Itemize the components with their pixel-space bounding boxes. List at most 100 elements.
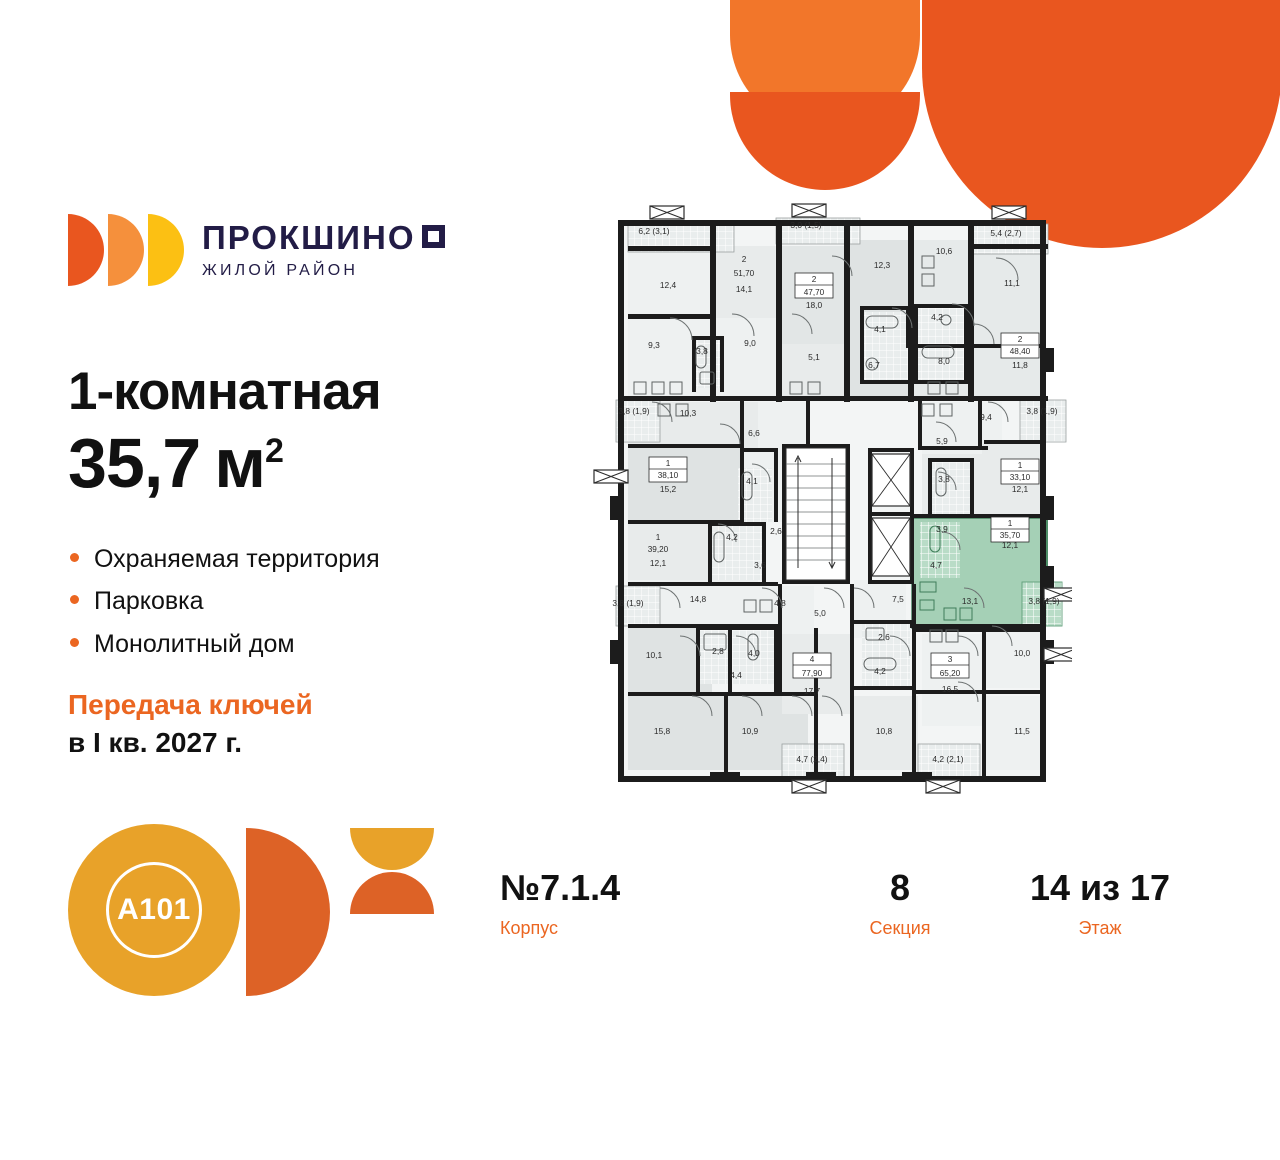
room-area-label: 4,4 bbox=[730, 670, 742, 680]
room-area-label: 13,1 bbox=[962, 596, 979, 606]
selected-apartment-fixtures bbox=[919, 525, 973, 621]
selected-apartment-highlight[interactable] bbox=[911, 517, 1063, 629]
meta-section-label: Секция bbox=[869, 917, 931, 938]
room-area-label: 7,5 bbox=[892, 594, 904, 604]
meta-floor-value: 14 из 17 bbox=[1029, 867, 1171, 908]
apartment-badge-text: 47,70 bbox=[804, 288, 825, 297]
floorplan-svg[interactable]: 6,2 (3,1)3,0 (1,5)5,4 (2,7)12,4 14,1251,7… bbox=[592, 196, 1072, 806]
room-area-label: 4,0 bbox=[748, 648, 760, 658]
room-area-label: 18,0 bbox=[806, 300, 823, 310]
meta-korpus-label: Корпус bbox=[500, 917, 559, 938]
room-area-label: 16,5 bbox=[942, 684, 959, 694]
room-area-label: 2,6 bbox=[878, 632, 890, 642]
a101-ring-icon: A101 bbox=[106, 862, 202, 958]
apartment-badge-text: 1 bbox=[666, 459, 671, 468]
room-area-label: 10,3 bbox=[680, 408, 697, 418]
room-area-label: 4,1 bbox=[746, 476, 758, 486]
meta-section-value: 8 bbox=[889, 867, 911, 908]
building-meta: №7.1.4 Корпус 8 Секция 14 из 17 Этаж bbox=[500, 868, 1200, 939]
room-area-label: 8,0 bbox=[938, 356, 950, 366]
room-area-label: 4,2 bbox=[874, 666, 886, 676]
room-area-label: 4,2 bbox=[726, 532, 738, 542]
room-area-label: 10,8 bbox=[876, 726, 893, 736]
room-area-label: 5,0 bbox=[814, 608, 826, 618]
room-area-label: 14,8 bbox=[690, 594, 707, 604]
apartment-badge-text: 39,20 bbox=[648, 545, 669, 554]
room-area-label: 4,7 (2,4) bbox=[796, 754, 827, 764]
area-unit-exponent: 2 bbox=[265, 431, 284, 470]
room-area-label: 5,1 bbox=[808, 352, 820, 362]
room-area-label: 6,7 bbox=[868, 360, 880, 370]
apartment-badge-text: 33,10 bbox=[1010, 473, 1031, 482]
prokshino-logo: ПРОКШИНО ЖИЛОЙ РАЙОН bbox=[68, 214, 498, 286]
features-list: Охраняемая территория Парковка Монолитны… bbox=[68, 540, 498, 664]
room-area-label: 3,8 (1,9) bbox=[612, 598, 643, 608]
room-area-label: 15,2 bbox=[660, 484, 677, 494]
room-area-label: 17,7 bbox=[804, 686, 821, 696]
a101-logo: A101 bbox=[68, 824, 448, 1004]
floorplan-balconies bbox=[615, 217, 1067, 781]
room-area-label: 4,1 bbox=[874, 324, 886, 334]
room-area-label: 5,4 (2,7) bbox=[990, 228, 1021, 238]
floorplan-labels: 6,2 (3,1)3,0 (1,5)5,4 (2,7)12,4 14,1251,7… bbox=[612, 220, 1059, 764]
room-area-label: 12,3 bbox=[874, 260, 891, 270]
room-area-label: 3,8 bbox=[696, 346, 708, 356]
room-area-label: 5,9 bbox=[936, 436, 948, 446]
room-area-label: 11,5 bbox=[1014, 726, 1030, 736]
handover-block: Передача ключей в I кв. 2027 г. bbox=[68, 686, 498, 762]
room-area-label: 3,8 (1,9) bbox=[1028, 596, 1059, 606]
apartment-badge-text: 2 bbox=[742, 255, 747, 264]
apartment-badge-text: 48,40 bbox=[1010, 347, 1031, 356]
feature-item: Монолитный дом bbox=[68, 625, 498, 664]
room-area-label: 3,0 (1,5) bbox=[790, 220, 821, 230]
area-unit: м bbox=[214, 423, 266, 502]
floorplan[interactable]: 6,2 (3,1) 3,0 (1,5) 5,4 (2,7) 12,4 14,1 2 51,7… bbox=[592, 196, 1072, 806]
page-title: 1-комнатная bbox=[68, 362, 382, 421]
room-area-label: 9,4 bbox=[980, 412, 992, 422]
apartment-badge-text: 4 bbox=[810, 655, 815, 664]
apartment-badge-text: 2 bbox=[812, 275, 817, 284]
logo-text: ПРОКШИНО ЖИЛОЙ РАЙОН bbox=[202, 218, 446, 280]
room-area-label: 14,1 bbox=[736, 284, 753, 294]
room-area-label: 15,8 bbox=[654, 726, 671, 736]
room-area-label: 4,2 bbox=[931, 312, 943, 322]
logo-mark-light-orange-icon bbox=[108, 214, 144, 286]
room-area-label: 10,1 bbox=[646, 650, 663, 660]
logo-square-icon bbox=[422, 224, 446, 248]
meta-floor: 14 из 17 Этаж bbox=[1000, 868, 1200, 939]
area-value: 35,7 bbox=[68, 423, 201, 502]
apartment-badge-text: 3 bbox=[948, 655, 953, 664]
apartment-badge-text: 51,70 bbox=[734, 269, 755, 278]
meta-floor-label: Этаж bbox=[1078, 917, 1122, 938]
stairs-and-elevators bbox=[785, 447, 911, 581]
room-area-label: 4,8 bbox=[774, 598, 786, 608]
apartment-badge-text: 2 bbox=[1018, 335, 1023, 344]
room-area-label: 10,0 bbox=[1014, 648, 1031, 658]
room-area-label: 3,9 bbox=[936, 524, 948, 534]
feature-item: Парковка bbox=[68, 582, 498, 621]
room-area-label: 10,6 bbox=[936, 246, 953, 256]
floorplan-doors bbox=[651, 255, 1019, 717]
apartment-badge-text: 1 bbox=[1008, 519, 1013, 528]
apartment-badge-text: 65,20 bbox=[940, 669, 961, 678]
logo-marks-icon bbox=[68, 214, 184, 286]
room-area-label: 9,0 bbox=[744, 338, 756, 348]
apartment-badge-text: 1 bbox=[656, 533, 661, 542]
room-area-label: 6,2 (3,1) bbox=[638, 226, 669, 236]
room-area-label: 3,6 bbox=[754, 560, 766, 570]
logo-mark-orange-icon bbox=[68, 214, 104, 286]
room-area-label: 4,7 bbox=[930, 560, 942, 570]
brand-subtitle: ЖИЛОЙ РАЙОН bbox=[202, 261, 359, 279]
a101-label: A101 bbox=[117, 893, 191, 926]
a101-dome-icon bbox=[350, 872, 434, 914]
room-area-label: 12,1 bbox=[1012, 484, 1029, 494]
decor-bowl-dark-icon bbox=[730, 92, 920, 190]
logo-mark-yellow-icon bbox=[148, 214, 184, 286]
room-area-label: 9,3 bbox=[648, 340, 660, 350]
room-area-label: 12,4 bbox=[660, 280, 677, 290]
a101-half-circle-icon bbox=[246, 828, 330, 996]
brand-name: ПРОКШИНО bbox=[202, 218, 416, 256]
